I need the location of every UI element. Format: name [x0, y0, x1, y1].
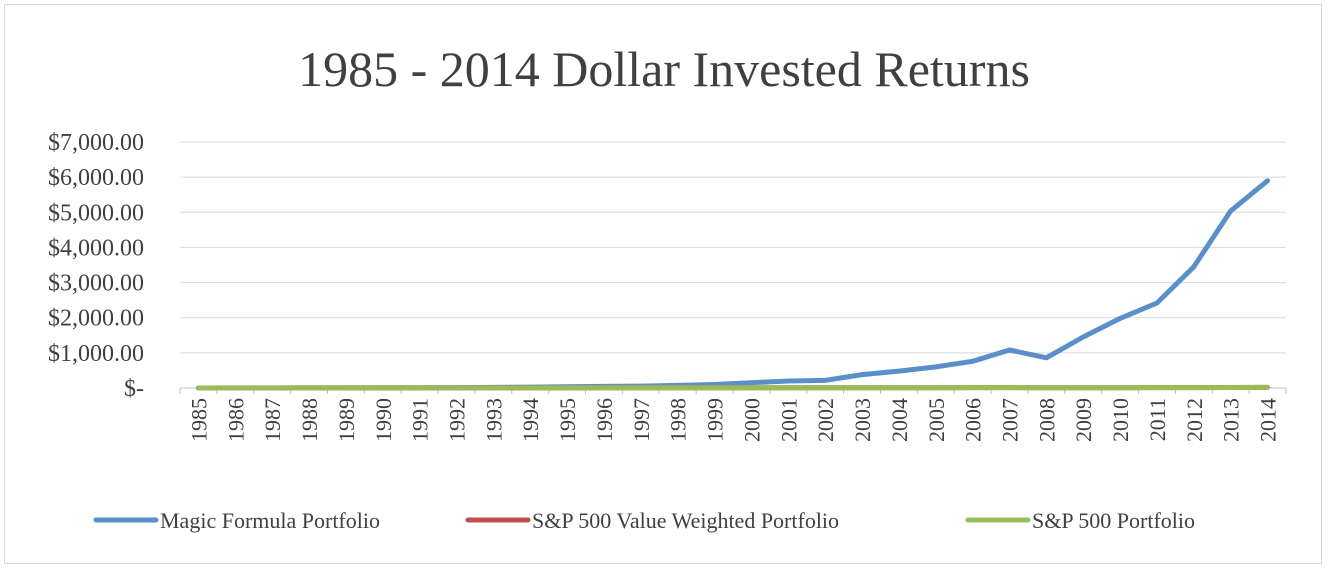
x-tick-label: 1989 [334, 398, 359, 442]
x-tick-label: 2014 [1256, 398, 1281, 442]
x-tick-label: 1991 [408, 398, 433, 442]
x-tick-label: 2007 [998, 398, 1023, 442]
gridlines [180, 141, 1286, 389]
y-tick-label: $1,000.00 [48, 341, 144, 367]
x-tick-label: 2003 [850, 398, 875, 442]
x-tick-label: 1990 [371, 398, 396, 442]
x-tick-label: 2011 [1145, 398, 1170, 441]
x-tick-label: 1997 [629, 398, 654, 442]
x-tick-label: 1995 [555, 398, 580, 442]
x-tick-label: 2012 [1182, 398, 1207, 442]
y-tick-label: $2,000.00 [48, 306, 144, 332]
y-tick-label: $6,000.00 [48, 165, 144, 191]
y-tick-label: $3,000.00 [48, 271, 144, 297]
x-axis-ticks: 1985 1986 1987 1988 1989 1990 1991 1992 1993 1994… [179, 388, 1287, 442]
x-tick-label: 2010 [1108, 398, 1133, 442]
x-tick-label: 2004 [887, 398, 912, 442]
chart-frame [4, 4, 1322, 564]
x-tick-label: 2006 [961, 398, 986, 442]
x-tick-label: 2013 [1219, 398, 1244, 442]
legend-label-3: S&P 500 Portfolio [1032, 508, 1195, 533]
x-tick-label: 1985 [186, 398, 211, 442]
x-tick-label: 1998 [666, 398, 691, 442]
x-tick-label: 2001 [776, 398, 801, 442]
series-line-3 [195, 384, 1271, 391]
x-tick-label: 1988 [297, 398, 322, 442]
x-tick-label: 1999 [703, 398, 728, 442]
x-tick-label: 2009 [1071, 398, 1096, 442]
y-tick-label: $5,000.00 [48, 200, 144, 226]
y-tick-label: $7,000.00 [48, 130, 144, 156]
x-tick-label: 1996 [592, 398, 617, 442]
y-tick-label: $4,000.00 [48, 235, 144, 261]
x-tick-label: 2000 [739, 398, 764, 442]
chart-title: 1985 - 2014 Dollar Invested Returns [298, 41, 1030, 97]
legend: Magic Formula Portfolio S&P 500 Value Wei… [93, 508, 1195, 533]
x-tick-label: 1992 [445, 398, 470, 442]
x-tick-label: 1987 [260, 398, 285, 442]
x-tick-label: 2008 [1034, 398, 1059, 442]
series-lines [195, 178, 1271, 391]
y-axis-ticks: $- $1,000.00 $2,000.00 $3,000.00 $4,000.00 $5… [48, 130, 144, 402]
legend-label-1: Magic Formula Portfolio [160, 508, 380, 533]
x-tick-label: 2005 [924, 398, 949, 442]
legend-label-2: S&P 500 Value Weighted Portfolio [532, 508, 839, 533]
x-tick-label: 1994 [518, 398, 543, 442]
x-tick-label: 2002 [813, 398, 838, 442]
x-tick-label: 1993 [481, 398, 506, 442]
x-tick-label: 1986 [223, 398, 248, 442]
y-tick-label: $- [124, 376, 144, 402]
